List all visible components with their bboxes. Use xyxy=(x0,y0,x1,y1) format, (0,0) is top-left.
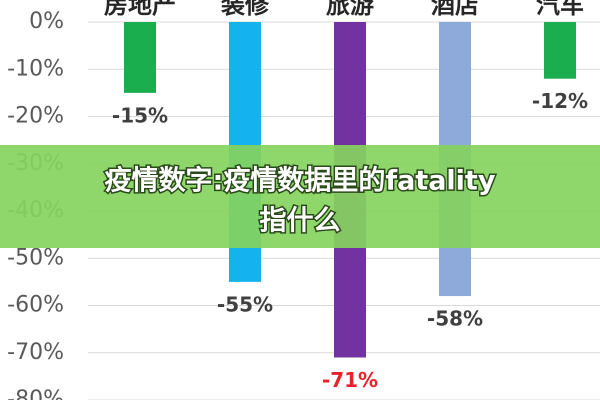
bar xyxy=(124,22,156,93)
y-tick-label: -20% xyxy=(7,104,64,129)
x-tick-label: 房地产 xyxy=(104,0,176,19)
overlay-title: 疫情数字:疫情数据里的fatality xyxy=(105,165,496,197)
overlay-title: 指什么 xyxy=(260,206,341,237)
x-tick-label: 装修 xyxy=(221,0,270,19)
y-tick-label: -80% xyxy=(7,387,64,400)
value-label: -55% xyxy=(217,292,273,316)
value-label: -12% xyxy=(532,89,588,113)
x-tick-label: 酒店 xyxy=(431,0,479,19)
value-label: -58% xyxy=(427,307,483,331)
y-tick-label: -60% xyxy=(7,293,64,318)
y-tick-label: 0% xyxy=(29,9,64,34)
y-tick-label: -70% xyxy=(7,340,64,365)
y-tick-label: -10% xyxy=(7,56,64,81)
y-tick-label: -50% xyxy=(7,245,64,270)
overlay-banner xyxy=(0,145,600,248)
value-label: -71% xyxy=(322,368,378,392)
x-tick-label: 汽车 xyxy=(536,0,584,19)
bar xyxy=(544,22,576,79)
value-label: -15% xyxy=(112,103,168,127)
x-tick-label: 旅游 xyxy=(326,0,374,19)
